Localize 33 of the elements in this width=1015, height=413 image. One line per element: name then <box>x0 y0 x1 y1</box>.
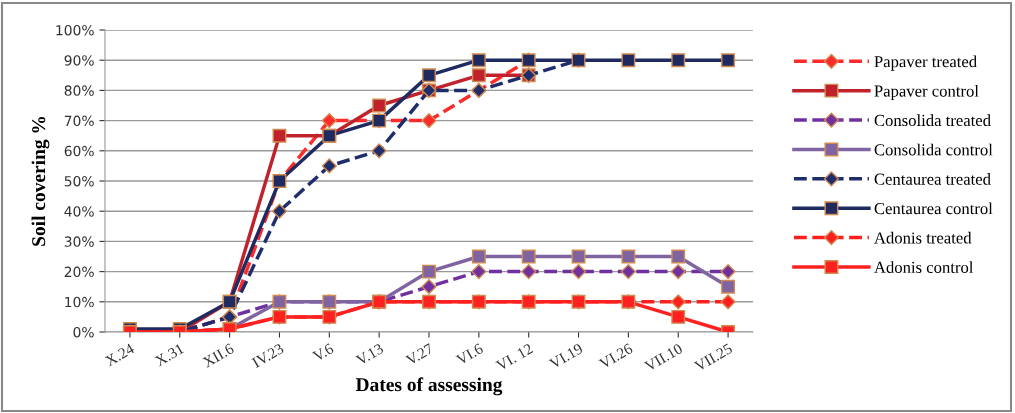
legend-label: Papaver treated <box>874 55 977 71</box>
y-tick-label: 20% <box>64 266 94 278</box>
x-tick-label: VII.10 <box>643 343 684 372</box>
y-tick-label: 0% <box>73 326 94 338</box>
x-axis-title: Dates of assessing <box>355 377 503 396</box>
legend-label: Centaurea control <box>874 202 993 215</box>
x-tick-label: VI.19 <box>548 343 584 370</box>
x-tick-label: X.24 <box>104 342 136 367</box>
y-tick-label: 80% <box>64 85 94 96</box>
x-tick-label: VI. 12 <box>495 343 534 372</box>
legend-label: Consolida treated <box>874 114 991 127</box>
legend-label: Consolida control <box>874 143 993 156</box>
x-tick-label: XII.6 <box>201 343 235 368</box>
y-tick-label: 10% <box>65 296 94 308</box>
x-tick-label: V.27 <box>405 343 435 366</box>
x-tick-label: V.6 <box>311 343 335 362</box>
legend-label: Adonis treated <box>874 231 972 244</box>
y-tick-label: 70% <box>64 115 94 127</box>
y-tick-label: 50% <box>64 175 94 187</box>
y-tick-label: 30% <box>64 236 94 247</box>
y-tick-label: 40% <box>64 206 94 217</box>
legend-label: Centaurea treated <box>874 173 991 185</box>
x-tick-label: IV.23 <box>251 343 285 369</box>
y-tick-label: 60% <box>64 145 94 157</box>
legend-label: Adonis control <box>874 261 974 273</box>
x-tick-label: VI.6 <box>455 343 484 366</box>
x-tick-label: X.31 <box>154 343 185 367</box>
y-axis-title: Soil covering % <box>31 116 50 246</box>
y-tick-label: 90% <box>64 55 94 66</box>
y-tick-label: 100% <box>56 24 94 36</box>
x-tick-label: VI.26 <box>598 343 634 370</box>
x-tick-label: V.13 <box>355 343 385 366</box>
legend-label: Papaver control <box>874 84 979 101</box>
